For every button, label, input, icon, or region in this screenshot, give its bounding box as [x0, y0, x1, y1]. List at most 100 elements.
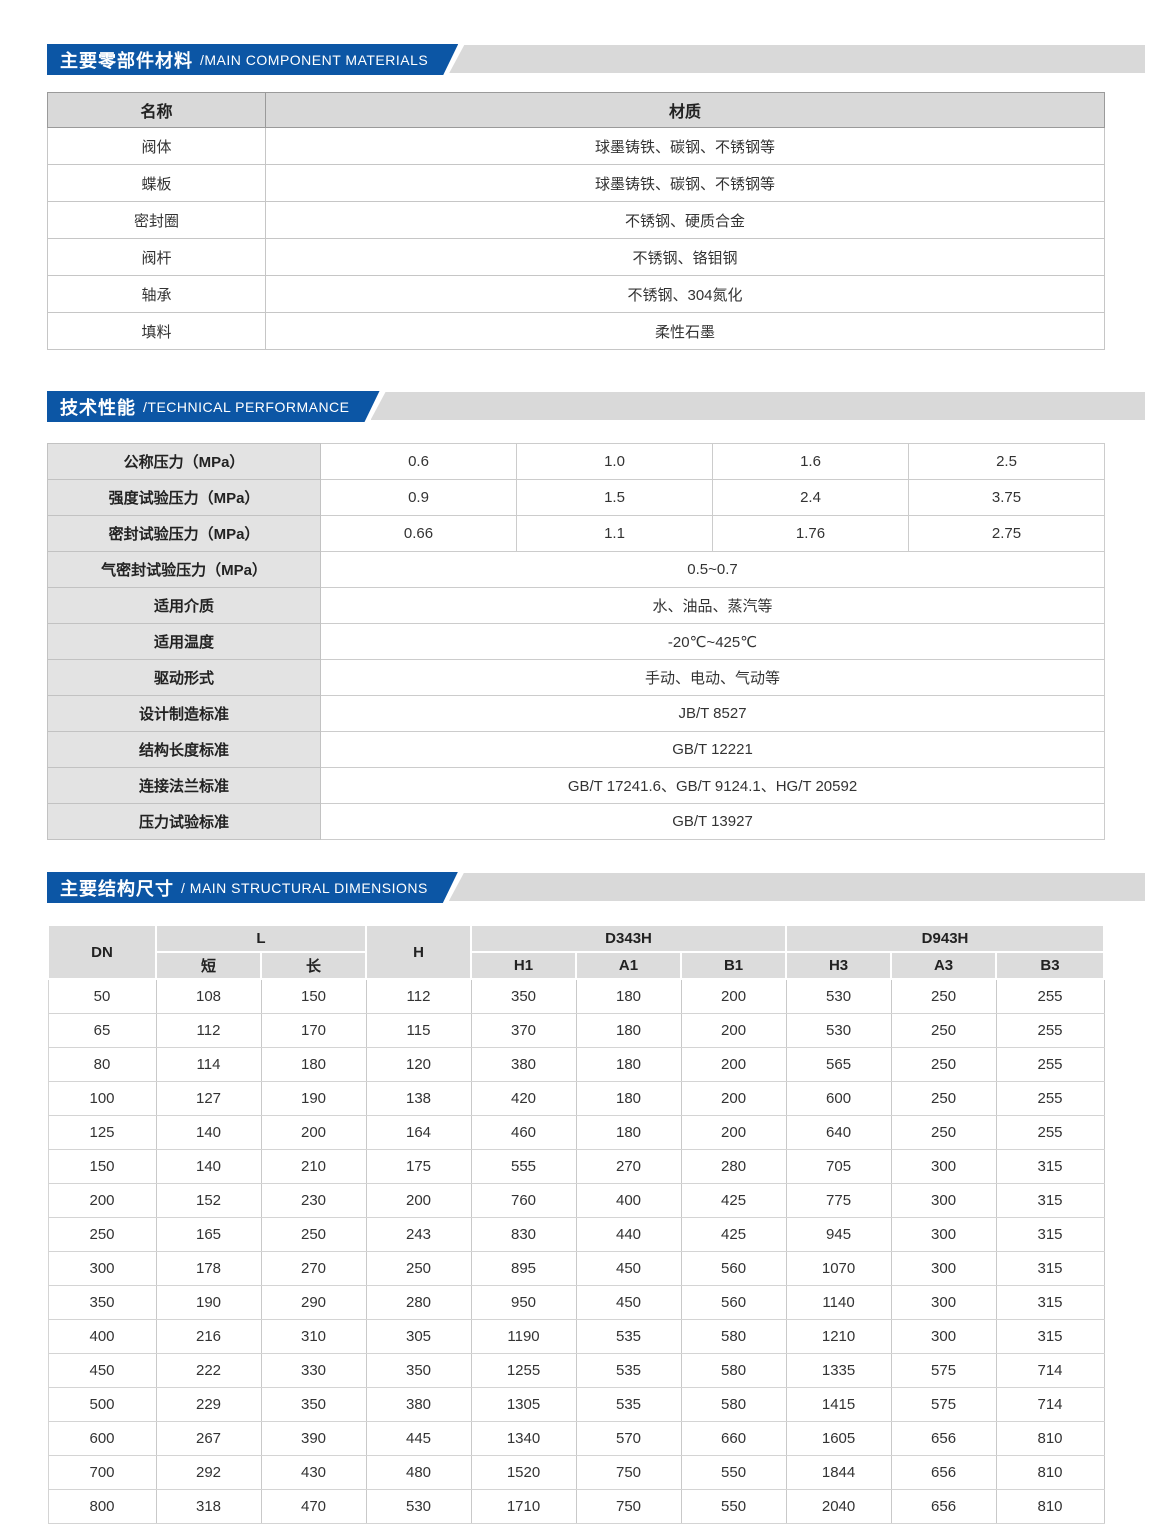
table-row: 蝶板 球墨铸铁、碳钢、不锈钢等	[47, 164, 1105, 202]
dimension-cell: 190	[155, 1284, 262, 1320]
dimension-cell: 125	[47, 1114, 157, 1150]
spec-label-cell: 连接法兰标准	[47, 767, 321, 804]
dimension-cell: 138	[365, 1080, 472, 1116]
section-title-dimensions: 主要结构尺寸 / MAIN STRUCTURAL DIMENSIONS	[47, 872, 458, 903]
dimension-cell: 440	[575, 1216, 682, 1252]
dimension-cell: 108	[155, 978, 262, 1014]
dimension-cell: 425	[680, 1216, 787, 1252]
dimension-cell: 460	[470, 1114, 577, 1150]
dimension-cell: 810	[995, 1454, 1105, 1490]
dimension-cell: 292	[155, 1454, 262, 1490]
dimension-cell: 200	[680, 1114, 787, 1150]
dimension-cell: 200	[680, 1046, 787, 1082]
spec-label-cell: 气密封试验压力（MPa）	[47, 551, 321, 588]
dimension-cell: 152	[155, 1182, 262, 1218]
spec-label-cell: 公称压力（MPa）	[47, 443, 321, 480]
dimension-cell: 229	[155, 1386, 262, 1422]
table-row: 强度试验压力（MPa） 0.9 1.5 2.4 3.75	[47, 479, 1105, 516]
dimension-cell: 570	[575, 1420, 682, 1456]
spec-value-cell: 1.0	[516, 443, 713, 480]
dimension-cell: 178	[155, 1250, 262, 1286]
dimension-cell: 1305	[470, 1386, 577, 1422]
table-row: 驱动形式 手动、电动、气动等	[47, 659, 1105, 696]
dimension-cell: 400	[47, 1318, 157, 1354]
table-row: 800 318 470 530 1710 750 550 2040 656 810	[47, 1488, 1105, 1524]
dimension-cell: 425	[680, 1182, 787, 1218]
dimension-cell: 350	[470, 978, 577, 1014]
dimension-cell: 200	[680, 1012, 787, 1048]
dimension-cell: 705	[785, 1148, 892, 1184]
dimension-cell: 656	[890, 1420, 997, 1456]
spec-label-cell: 密封试验压力（MPa）	[47, 515, 321, 552]
dimension-cell: 100	[47, 1080, 157, 1116]
dimension-cell: 750	[575, 1454, 682, 1490]
dimension-cell: 300	[890, 1250, 997, 1286]
component-name-cell: 阀体	[47, 127, 266, 165]
dimension-cell: 255	[995, 978, 1105, 1014]
column-header-a1: A1	[575, 951, 683, 980]
table-row: 适用温度 -20℃~425℃	[47, 623, 1105, 660]
dimension-cell: 575	[890, 1352, 997, 1388]
component-name-cell: 轴承	[47, 275, 266, 313]
dimension-cell: 180	[575, 1046, 682, 1082]
spec-value-cell: 3.75	[908, 479, 1105, 516]
section-header-bar	[370, 392, 1145, 420]
dimension-cell: 120	[365, 1046, 472, 1082]
dimension-cell: 250	[890, 978, 997, 1014]
component-name-cell: 填料	[47, 312, 266, 350]
spec-label-cell: 设计制造标准	[47, 695, 321, 732]
dimension-cell: 140	[155, 1148, 262, 1184]
dimension-cell: 180	[575, 1080, 682, 1116]
table-row: 125 140 200 164 460 180 200 640 250 255	[47, 1114, 1105, 1150]
section-title-zh: 主要结构尺寸	[60, 878, 174, 899]
dimension-cell: 450	[575, 1250, 682, 1286]
dimension-cell: 200	[260, 1114, 367, 1150]
dimension-cell: 895	[470, 1250, 577, 1286]
dimension-cell: 290	[260, 1284, 367, 1320]
spec-value-cell: 水、油品、蒸汽等	[320, 587, 1105, 624]
spec-value-cell: -20℃~425℃	[320, 623, 1105, 660]
table-row: 300 178 270 250 895 450 560 1070 300 315	[47, 1250, 1105, 1286]
dimension-cell: 1520	[470, 1454, 577, 1490]
dimension-cell: 330	[260, 1352, 367, 1388]
table-row: 密封圈 不锈钢、硬质合金	[47, 201, 1105, 239]
dimension-cell: 350	[365, 1352, 472, 1388]
spec-value-cell: 1.1	[516, 515, 713, 552]
table-row: 适用介质 水、油品、蒸汽等	[47, 587, 1105, 624]
component-name-cell: 密封圈	[47, 201, 266, 239]
dimension-cell: 945	[785, 1216, 892, 1252]
dimension-cell: 600	[785, 1080, 892, 1116]
spec-label-cell: 适用介质	[47, 587, 321, 624]
dimension-cell: 250	[365, 1250, 472, 1286]
dimension-cell: 810	[995, 1488, 1105, 1524]
table-row: 700 292 430 480 1520 750 550 1844 656 810	[47, 1454, 1105, 1490]
dimension-cell: 180	[575, 978, 682, 1014]
dimension-cell: 127	[155, 1080, 262, 1116]
table-row: 设计制造标准 JB/T 8527	[47, 695, 1105, 732]
dimension-cell: 300	[890, 1216, 997, 1252]
dimension-cell: 270	[260, 1250, 367, 1286]
dimension-cell: 760	[470, 1182, 577, 1218]
table-row: 结构长度标准 GB/T 12221	[47, 731, 1105, 768]
dimension-cell: 1844	[785, 1454, 892, 1490]
section-title-technical: 技术性能 /TECHNICAL PERFORMANCE	[47, 391, 380, 422]
section-title-en: /TECHNICAL PERFORMANCE	[143, 398, 350, 415]
spec-label-cell: 强度试验压力（MPa）	[47, 479, 321, 516]
dimension-cell: 190	[260, 1080, 367, 1116]
table-row: 350 190 290 280 950 450 560 1140 300 315	[47, 1284, 1105, 1320]
section-header-materials: 主要零部件材料 /MAIN COMPONENT MATERIALS	[47, 44, 1145, 75]
dimension-cell: 170	[260, 1012, 367, 1048]
column-header-l-short: 短	[155, 951, 262, 980]
section-title-zh: 主要零部件材料	[60, 50, 193, 71]
column-header-l-long: 长	[259, 951, 368, 980]
spec-value-cell: 1.6	[712, 443, 909, 480]
dimension-cell: 450	[47, 1352, 157, 1388]
dimension-cell: 580	[680, 1318, 787, 1354]
dimension-cell: 535	[575, 1386, 682, 1422]
table-row: 250 165 250 243 830 440 425 945 300 315	[47, 1216, 1105, 1252]
dimension-cell: 575	[890, 1386, 997, 1422]
column-header-h1: H1	[470, 951, 578, 980]
table-row: 阀体 球墨铸铁、碳钢、不锈钢等	[47, 127, 1105, 165]
dimension-cell: 250	[890, 1046, 997, 1082]
material-cell: 不锈钢、硬质合金	[265, 201, 1105, 239]
